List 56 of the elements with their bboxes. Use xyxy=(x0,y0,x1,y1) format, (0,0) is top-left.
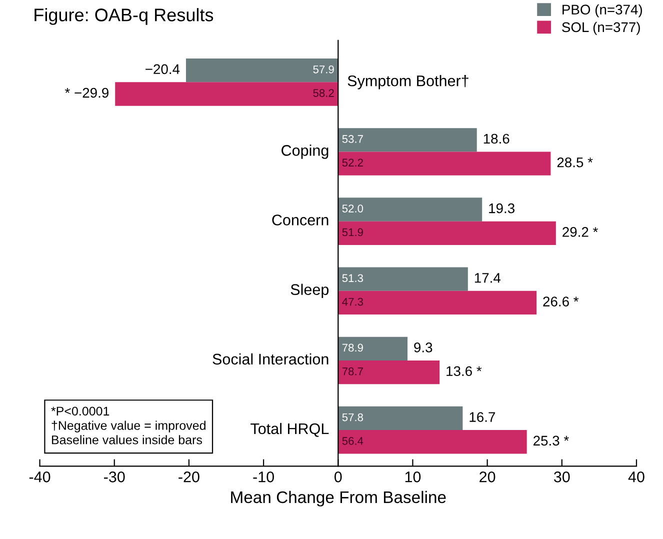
bar xyxy=(338,198,482,222)
x-tick-label: 40 xyxy=(628,472,644,482)
data-label: 18.6 xyxy=(484,134,510,144)
x-tick-label: -40 xyxy=(29,472,50,482)
data-label: 9.3 xyxy=(414,342,432,352)
data-label: 29.2 * xyxy=(562,227,598,237)
annotation: 57.8 xyxy=(342,413,363,422)
annotation: 52.0 xyxy=(342,204,364,212)
y-tick-label: Total HRQL xyxy=(250,422,329,437)
x-axis-title: Mean Change From Baseline xyxy=(231,490,446,506)
annotation: 52.2 xyxy=(342,158,363,167)
annotation: 56.4 xyxy=(342,437,364,445)
annotation: 51.3 xyxy=(342,274,363,282)
x-tick-label: -10 xyxy=(253,472,274,482)
bar xyxy=(338,267,468,291)
x-tick-label: -30 xyxy=(104,472,125,482)
annotation: 58.2 xyxy=(313,89,334,97)
x-tick-label: -20 xyxy=(178,472,200,482)
data-label: 28.5 * xyxy=(557,157,593,168)
x-tick-label: 0 xyxy=(334,472,342,482)
data-label: 19.3 xyxy=(489,203,514,214)
legend-label: PBO (n=374) xyxy=(562,4,642,18)
annotation: 47.3 xyxy=(342,298,363,306)
x-tick-label: 30 xyxy=(554,472,570,482)
bar xyxy=(115,82,338,106)
data-label: * −29.9 xyxy=(64,88,108,98)
y-tick-label: Coping xyxy=(282,144,328,159)
y-tick-label: Concern xyxy=(272,214,328,226)
bar xyxy=(186,58,338,82)
bar xyxy=(338,290,537,315)
legend-label: SOL (n=377) xyxy=(562,22,640,35)
chart-title: Figure: OAB-q Results xyxy=(34,8,214,25)
annotation: 78.7 xyxy=(342,367,363,376)
bar xyxy=(338,152,551,176)
data-label: 25.3 * xyxy=(534,436,569,446)
y-tick-label: Social Interaction xyxy=(212,353,328,365)
bar xyxy=(338,430,527,454)
annotation: 57.9 xyxy=(313,65,334,74)
data-label: 13.6 * xyxy=(446,366,482,376)
bar xyxy=(338,360,440,384)
data-label: 17.4 xyxy=(474,273,501,283)
annotation: 51.9 xyxy=(342,228,363,236)
data-label: 26.6 * xyxy=(543,296,579,306)
bar xyxy=(338,128,477,152)
bar xyxy=(338,406,463,430)
annotation: 53.7 xyxy=(342,135,363,143)
x-tick-label: 10 xyxy=(405,472,421,482)
y-tick-label: Sleep xyxy=(290,284,329,298)
y-tick-label: Symptom Bother† xyxy=(348,75,468,90)
data-label: −20.4 xyxy=(146,64,180,74)
annotation: 78.9 xyxy=(342,344,363,352)
annotation: *P<0.0001 †Negative value = improved Baseline values inside bars xyxy=(51,406,206,444)
bar xyxy=(338,336,408,360)
x-tick-label: 20 xyxy=(480,472,496,482)
data-label: 16.7 xyxy=(470,412,495,422)
bar xyxy=(338,221,556,245)
